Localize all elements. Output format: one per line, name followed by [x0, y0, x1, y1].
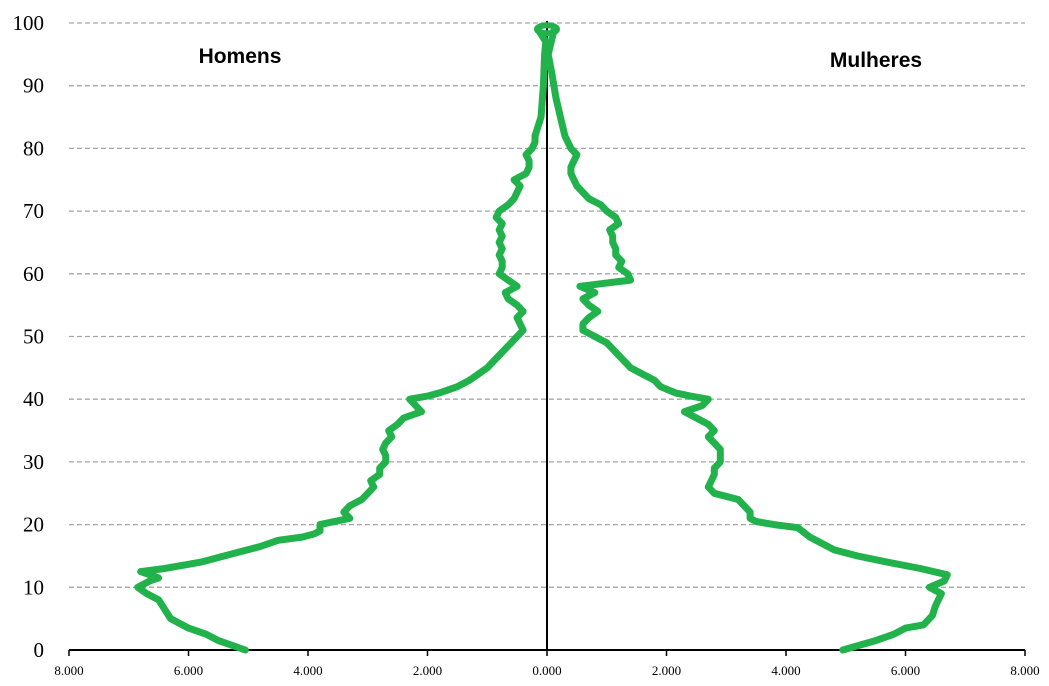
x-tick-label: 0.000	[532, 663, 561, 678]
series-top-cap	[534, 22, 560, 37]
y-tick-label: 0	[34, 638, 45, 662]
y-tick-label: 60	[23, 262, 44, 286]
x-tick-label: 6.000	[174, 663, 203, 678]
x-tick-label: 2.000	[652, 663, 681, 678]
y-tick-label: 80	[23, 136, 44, 160]
y-tick-label: 30	[23, 450, 44, 474]
y-tick-label: 100	[13, 11, 45, 35]
x-tick-label: 4.000	[771, 663, 800, 678]
right-side-label: Mulheres	[830, 49, 922, 72]
series-lines	[134, 22, 951, 654]
axes	[68, 21, 1026, 656]
x-tick-label: 8.000	[54, 663, 83, 678]
y-tick-label: 50	[23, 325, 44, 349]
x-tick-label: 8.000	[1010, 663, 1039, 678]
y-tick-label: 70	[23, 199, 44, 223]
gridlines	[69, 22, 1025, 588]
series-line-mulheres	[544, 25, 951, 654]
y-tick-label: 90	[23, 74, 44, 98]
labels: 0 10 20 30 40 50 60 70 80 90 100 8.000 6.000 4.000 2.0…	[13, 11, 1040, 678]
x-tick-label: 2.000	[413, 663, 442, 678]
y-tick-label: 40	[23, 387, 44, 411]
series-line-homens	[134, 25, 550, 654]
y-tick-label: 20	[23, 513, 44, 537]
x-tick-label: 6.000	[891, 663, 920, 678]
left-side-label: Homens	[199, 45, 282, 68]
x-tick-label: 4.000	[293, 663, 322, 678]
y-tick-label: 10	[23, 575, 44, 599]
